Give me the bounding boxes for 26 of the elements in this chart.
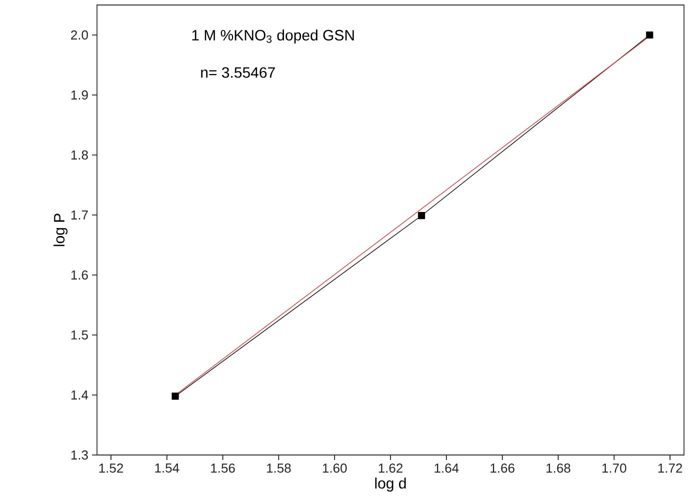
x-tick-label: 1.58 (267, 464, 291, 473)
point (646, 31, 654, 39)
x-tick-label: 1.62 (378, 464, 402, 473)
y-tick-label: 1.7 (71, 210, 88, 220)
x-tick-label: 1.64 (434, 464, 459, 473)
x-tick-label: 1.68 (546, 464, 570, 473)
x-tick-label: 1.60 (322, 464, 347, 473)
y-tick-label: 2.0 (71, 30, 88, 40)
x-tick-label: 1.72 (658, 464, 682, 473)
x-axis-title: log d (375, 478, 406, 492)
y-tick-label: 1.6 (71, 270, 88, 280)
x-tick-label: 1.56 (211, 464, 235, 473)
x-tick-label: 1.70 (602, 464, 626, 473)
y-tick-label: 1.4 (71, 390, 88, 400)
point (172, 392, 179, 400)
point (418, 212, 426, 220)
annotation: n= 3.55467 (201, 67, 275, 78)
y-tick-label: 1.9 (71, 90, 88, 100)
x-tick-label: 1.54 (155, 464, 180, 473)
y-tick-label: 1.8 (71, 150, 88, 160)
y-axis-title: log P (54, 214, 68, 246)
x-tick-label: 1.52 (99, 464, 123, 473)
annotation: 1 M %KNO$_{3}$ doped GSN (192, 30, 354, 44)
y-tick-label: 1.3 (71, 450, 88, 460)
y-tick-label: 1.5 (71, 330, 88, 340)
x-tick-label: 1.66 (490, 464, 514, 473)
